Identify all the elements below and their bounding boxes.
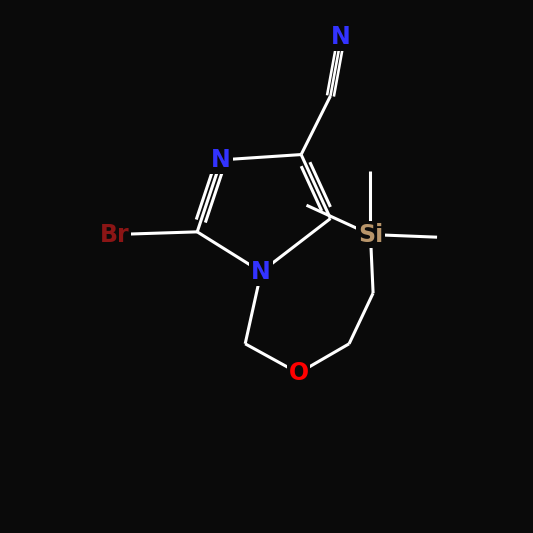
Text: N: N	[331, 25, 351, 50]
Text: O: O	[288, 361, 309, 385]
Text: N: N	[251, 260, 271, 284]
Text: N: N	[211, 148, 231, 172]
Text: Br: Br	[100, 222, 130, 247]
Text: Si: Si	[358, 222, 383, 247]
